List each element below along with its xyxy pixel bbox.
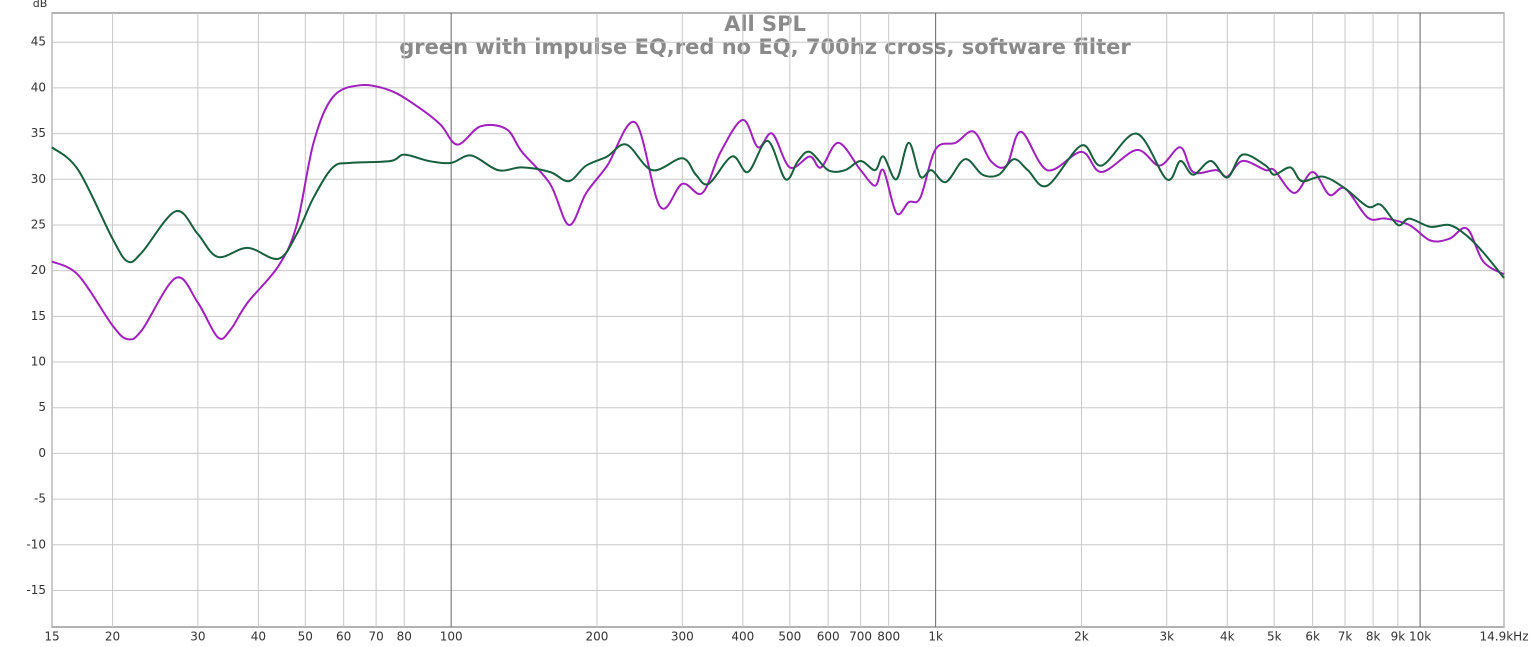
x-tick-label: 600 (817, 630, 840, 644)
x-tick-label: 9k (1391, 630, 1406, 644)
x-tick-label: 700 (849, 630, 872, 644)
x-tick-label: 70 (368, 630, 383, 644)
y-tick-label: 5 (38, 400, 46, 414)
chart-title: All SPL (724, 12, 806, 36)
y-tick-label: -10 (26, 537, 46, 551)
y-tick-label: 25 (31, 217, 46, 231)
x-tick-label: 60 (336, 630, 351, 644)
x-tick-label: 14.9kHz (1480, 630, 1529, 644)
x-tick-label: 300 (671, 630, 694, 644)
x-tick-label: 4k (1220, 630, 1235, 644)
y-tick-label: -5 (34, 492, 46, 506)
x-tick-label: 200 (586, 630, 609, 644)
y-tick-label: -15 (26, 583, 46, 597)
plot-area (51, 12, 1505, 628)
y-tick-label: 15 (31, 309, 46, 323)
x-tick-label: 40 (251, 630, 266, 644)
x-tick-label: 20 (105, 630, 120, 644)
x-tick-label: 30 (190, 630, 205, 644)
x-tick-label: 6k (1305, 630, 1320, 644)
y-tick-label: 35 (31, 126, 46, 140)
x-tick-label: 400 (731, 630, 754, 644)
x-tick-label: 10k (1409, 630, 1431, 644)
x-tick-label: 15 (44, 630, 59, 644)
x-tick-label: 80 (397, 630, 412, 644)
y-tick-label: 10 (31, 355, 46, 369)
x-tick-label: 8k (1366, 630, 1381, 644)
y-tick-label: 45 (31, 35, 46, 49)
y-tick-label: 40 (31, 80, 46, 94)
x-tick-label: 1k (928, 630, 943, 644)
chart-subtitle: green with impulse EQ,red no EQ, 700hz c… (399, 35, 1131, 59)
x-tick-label: 5k (1267, 630, 1282, 644)
y-tick-label: 30 (31, 172, 46, 186)
y-tick-label: 20 (31, 263, 46, 277)
x-tick-label: 50 (298, 630, 313, 644)
x-tick-label: 500 (778, 630, 801, 644)
y-tick-label: 0 (38, 446, 46, 460)
x-tick-label: 3k (1159, 630, 1174, 644)
y-axis-label: dB (33, 0, 48, 10)
x-tick-label: 7k (1338, 630, 1353, 644)
series-line (51, 132, 1505, 279)
x-tick-label: 800 (877, 630, 900, 644)
x-tick-label: 2k (1074, 630, 1089, 644)
x-tick-label: 100 (440, 630, 463, 644)
